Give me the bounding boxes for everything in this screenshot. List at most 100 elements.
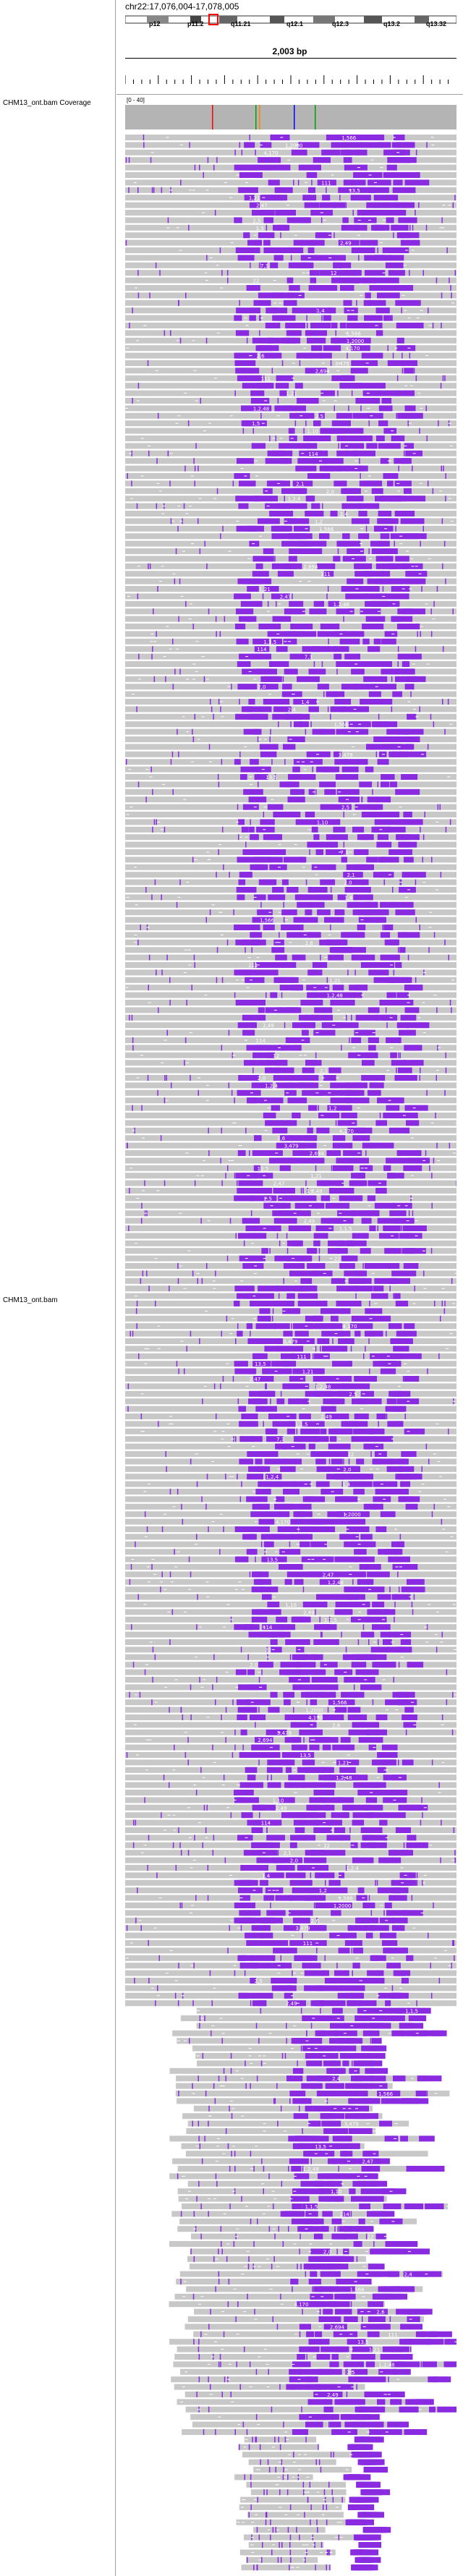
insertion-tick [197,1089,199,1096]
deletion-gap [347,310,350,311]
insertion-tick [318,2105,319,2112]
insertion-block [360,2075,374,2082]
insertion-block [258,518,280,524]
insertion-tick [398,1759,399,1766]
insertion-block [377,1217,394,1224]
chromosome-ideogram[interactable] [125,13,456,27]
insertion-block [352,1654,376,1660]
insertion-block [252,571,269,577]
insertion-tick [257,736,259,742]
insertion-block [377,1594,391,1600]
read-bar [125,465,456,472]
insertion-tick [203,1804,205,1811]
insertion-block [381,638,396,645]
insertion-block [370,1654,387,1660]
insertion-block [315,1225,333,1231]
read-bar [192,2045,386,2052]
insertion-block [275,1060,288,1066]
insertion-tick [327,586,329,592]
read-bar [125,1202,456,1209]
alignment-reads[interactable]: 1,5661,20004,17011113,51,212,472,51,52,4… [125,135,456,2572]
insertion-block [343,179,366,186]
insertion-block [377,540,390,547]
insertion-tick [311,179,313,186]
insertion-tick [286,1195,288,1202]
insertion-size-label: 22 [323,1843,330,1849]
insertion-size-label: 2,1 [284,1850,292,1856]
insertion-block [399,1466,415,1472]
insertion-tick [306,315,307,321]
insertion-block [377,834,388,841]
insertion-tick [179,1903,181,1908]
deletion-gap [404,1205,408,1207]
insertion-tick [388,992,390,998]
coverage-histogram[interactable] [125,105,456,129]
insertion-tick [149,563,151,569]
deletion-gap [177,415,181,417]
coverage-track-name[interactable]: CHM13_ont.bam Coverage [3,99,91,107]
insertion-block [369,1225,376,1231]
insertion-tick [279,1436,281,1442]
insertion-block [265,458,289,464]
insertion-block [357,924,366,930]
insertion-block [284,668,298,675]
insertion-tick [352,2113,353,2120]
insertion-tick [260,2060,263,2067]
insertion-size-label: 1,10 [317,820,328,825]
deletion-gap [379,242,383,244]
insertion-tick [402,1421,404,1427]
deletion-gap [221,716,224,718]
insertion-block [338,2015,344,2021]
alignment-track-name[interactable]: CHM13_ont.bam [3,1296,58,1304]
deletion-gap [452,1604,456,1605]
coverage-track[interactable]: [0 - 40] [116,95,463,131]
insertion-tick [377,1602,378,1607]
insertion-block [267,1602,280,1607]
insertion-tick [234,1729,236,1735]
insertion-tick [199,2015,201,2021]
insertion-block [403,1165,422,1171]
insertion-block [277,1368,292,1374]
insertion-block [360,398,375,404]
insertion-tick [167,450,169,456]
insertion-block [308,1105,318,1111]
insertion-tick [169,1489,171,1495]
insertion-block [247,525,264,532]
insertion-tick [417,2091,419,2096]
insertion-size-label: 1,5 [256,226,264,231]
insertion-block [362,390,381,396]
insertion-block [349,2053,366,2059]
deletion-gap [309,1205,312,1207]
insertion-block [234,315,242,321]
panel-divider [116,94,463,95]
insertion-block [285,323,305,328]
insertion-block [287,1812,304,1819]
deletion-gap [347,731,351,733]
deletion-gap [450,520,454,522]
insertion-tick [178,1827,179,1833]
insertion-tick [320,1346,321,1352]
insertion-tick [326,187,327,193]
insertion-block [235,1669,247,1675]
insertion-block [237,1089,261,1096]
insertion-block [371,1293,388,1299]
insertion-tick [136,1323,137,1330]
insertion-tick [174,1744,175,1751]
insertion-tick [137,1594,139,1600]
insertion-size-label: 114 [308,451,318,457]
insertion-block [267,804,284,810]
insertion-tick [354,247,356,253]
insertion-tick [325,1879,326,1886]
track-name-panel: CHM13_ont.bam Coverage CHM13_ont.bam [0,0,116,2576]
insertion-tick [394,1602,396,1607]
insertion-size-label: 1,2 [315,519,323,524]
insertion-block [294,1955,318,1961]
deletion-gap [360,543,362,545]
insertion-block [397,360,417,366]
deletion-gap [407,2002,410,2004]
insertion-tick [445,496,446,502]
insertion-block [404,1007,420,1013]
insertion-block [281,488,306,494]
insertion-size-label: 1,4 [317,308,326,314]
insertion-tick [205,1827,207,1833]
